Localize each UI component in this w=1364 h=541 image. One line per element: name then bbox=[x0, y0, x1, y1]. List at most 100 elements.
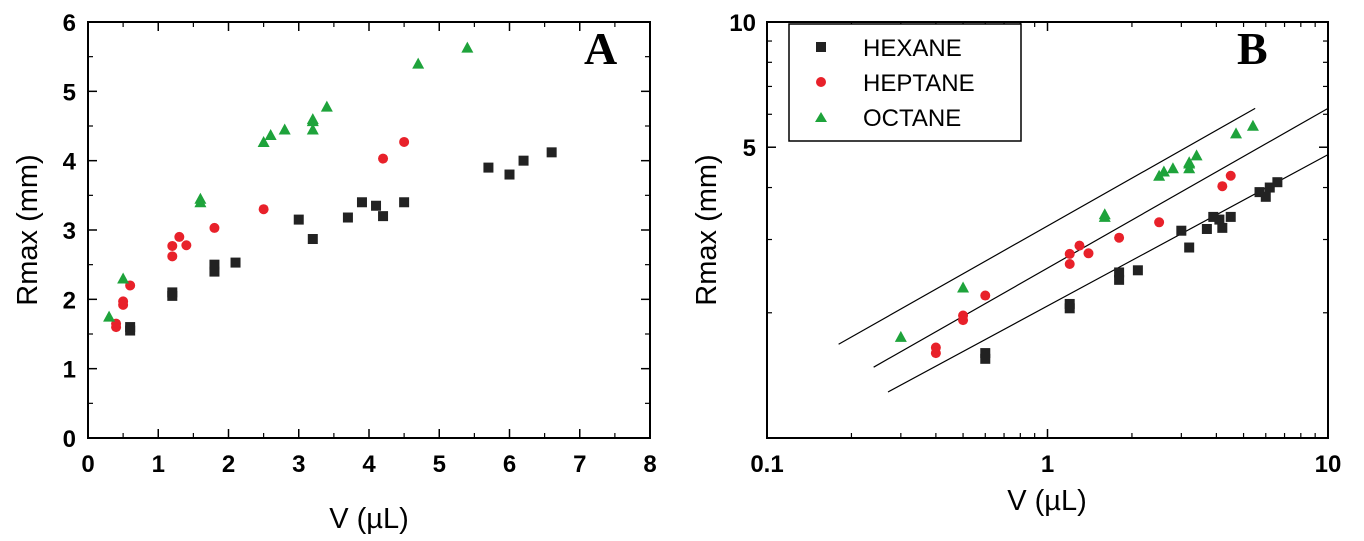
y-tick-label: 6 bbox=[63, 10, 76, 37]
data-point-circle bbox=[378, 153, 389, 164]
fit-line-octane bbox=[838, 107, 1256, 345]
data-point-octane bbox=[1166, 162, 1179, 174]
data-point-square bbox=[399, 197, 410, 208]
x-tick-label: 1 bbox=[1041, 451, 1054, 478]
data-point-triangle bbox=[278, 123, 291, 135]
data-point-heptane bbox=[1074, 240, 1085, 251]
data-point-hexane bbox=[1254, 187, 1265, 198]
chart-a-y-axis-title: Rmax (mm) bbox=[12, 154, 44, 305]
data-point-hexane bbox=[1217, 222, 1228, 233]
y-tick-label: 4 bbox=[63, 149, 77, 176]
data-point-octane bbox=[957, 281, 970, 293]
data-point-heptane bbox=[980, 290, 991, 301]
data-point-hexane bbox=[1132, 265, 1143, 276]
data-point-circle bbox=[167, 251, 178, 262]
data-point-octane bbox=[1183, 156, 1196, 168]
data-point-triangle bbox=[412, 57, 425, 69]
data-point-circle bbox=[181, 240, 192, 251]
legend-label-heptane: HEPTANE bbox=[863, 70, 975, 97]
data-point-square bbox=[378, 211, 389, 222]
x-tick-label: 4 bbox=[362, 451, 376, 478]
data-point-triangle bbox=[103, 310, 116, 322]
x-tick-label: 3 bbox=[292, 451, 305, 478]
data-point-heptane bbox=[1225, 170, 1236, 181]
data-point-octane bbox=[1230, 127, 1243, 139]
data-point-triangle bbox=[306, 113, 319, 125]
data-point-hexane bbox=[1264, 182, 1275, 193]
data-point-square bbox=[209, 266, 220, 277]
data-point-circle bbox=[258, 204, 269, 215]
legend-item-hexane: HEXANE bbox=[816, 35, 962, 62]
data-point-heptane bbox=[1114, 232, 1125, 243]
y-tick-label: 5 bbox=[743, 135, 756, 162]
data-point-square bbox=[167, 287, 178, 298]
data-point-hexane bbox=[1114, 267, 1125, 278]
data-point-octane bbox=[1190, 149, 1203, 161]
chart-b-x-axis-title: V (µL) bbox=[1007, 485, 1087, 517]
data-point-octane bbox=[894, 330, 907, 342]
chart-b-points bbox=[894, 119, 1283, 364]
data-point-circle bbox=[167, 240, 178, 251]
chart-b-legend: HEXANE HEPTANE OCTANE bbox=[788, 23, 1022, 142]
chart-a-ticks: 0 1 2 3 4 5 6 7 8 0 1 2 3 4 5 6 bbox=[63, 10, 657, 478]
chart-a-frame bbox=[87, 21, 651, 439]
y-tick-label: 1 bbox=[63, 357, 76, 384]
chart-b-fit-lines bbox=[838, 107, 1329, 393]
y-tick-label: 3 bbox=[63, 218, 76, 245]
chart-b-ticks: 0.1 1 10 5 10 bbox=[729, 10, 1341, 478]
data-point-heptane bbox=[1064, 248, 1075, 259]
data-point-hexane bbox=[1064, 298, 1075, 309]
x-tick-label: 1 bbox=[152, 451, 165, 478]
data-point-square bbox=[546, 147, 557, 158]
y-tick-label: 2 bbox=[63, 287, 76, 314]
data-point-hexane bbox=[980, 348, 991, 359]
data-point-square bbox=[356, 197, 367, 208]
chart-a-panel-label: A bbox=[584, 23, 617, 74]
data-point-circle bbox=[209, 222, 220, 233]
y-tick-label: 0 bbox=[63, 426, 76, 453]
x-tick-label: 2 bbox=[222, 451, 235, 478]
data-point-hexane bbox=[1260, 191, 1271, 202]
data-point-heptane bbox=[1217, 181, 1228, 192]
x-tick-label: 10 bbox=[1315, 451, 1342, 478]
data-point-square bbox=[209, 259, 220, 270]
data-point-hexane bbox=[1225, 211, 1236, 222]
data-point-square bbox=[307, 234, 318, 245]
data-point-hexane bbox=[1184, 242, 1195, 253]
data-point-triangle bbox=[306, 123, 319, 135]
x-tick-label: 7 bbox=[573, 451, 586, 478]
x-tick-label: 8 bbox=[643, 451, 656, 478]
data-point-triangle bbox=[117, 272, 130, 284]
data-point-circle bbox=[399, 136, 410, 147]
legend-marker-heptane bbox=[816, 77, 826, 87]
x-tick-label: 0 bbox=[81, 451, 94, 478]
data-point-hexane bbox=[1214, 214, 1225, 225]
data-point-triangle bbox=[320, 100, 333, 112]
x-tick-label: 0.1 bbox=[750, 451, 783, 478]
legend-item-octane: OCTANE bbox=[815, 105, 961, 132]
data-point-triangle bbox=[257, 135, 270, 147]
chart-a-x-axis-title: V (µL) bbox=[329, 503, 409, 535]
data-point-heptane bbox=[1154, 217, 1165, 228]
data-point-square bbox=[483, 162, 494, 173]
data-point-octane bbox=[1246, 119, 1259, 131]
data-point-hexane bbox=[1176, 225, 1187, 236]
legend-marker-hexane bbox=[816, 42, 826, 52]
data-point-heptane bbox=[930, 342, 941, 353]
data-point-triangle bbox=[264, 129, 277, 141]
legend-label-octane: OCTANE bbox=[863, 105, 961, 132]
data-point-triangle bbox=[194, 192, 207, 204]
legend-item-heptane: HEPTANE bbox=[816, 70, 975, 97]
y-tick-label: 10 bbox=[729, 10, 756, 37]
data-point-square bbox=[371, 200, 382, 211]
y-tick-label: 5 bbox=[63, 79, 76, 106]
data-point-square bbox=[518, 155, 529, 166]
data-point-hexane bbox=[1201, 223, 1212, 234]
data-point-square bbox=[342, 212, 353, 223]
data-point-heptane bbox=[958, 310, 969, 321]
data-point-circle bbox=[174, 231, 185, 242]
x-tick-label: 5 bbox=[433, 451, 446, 478]
data-point-hexane bbox=[1272, 177, 1283, 188]
data-point-square bbox=[230, 257, 241, 268]
data-point-square bbox=[125, 322, 136, 333]
